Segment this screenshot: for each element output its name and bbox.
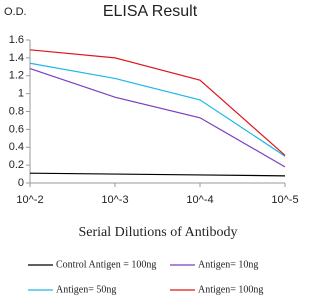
y-tick-label: 0.8 [9,105,24,117]
legend-label: Control Antigen = 100ng [56,259,156,270]
y-tick-label: 0.2 [9,159,24,171]
x-tick-label: 10^-3 [101,194,128,206]
y-tick-label: 0.4 [9,141,24,153]
y-tick-label: 1.2 [9,70,24,82]
chart-title: ELISA Result [103,3,198,20]
y-tick-label: 0 [18,177,24,189]
x-tick-label: 10^-4 [186,194,213,206]
series-line [29,172,286,177]
y-axis-title: O.D. [4,6,27,18]
x-tick-label: 10^-2 [16,194,43,206]
x-tick-label: 10^-5 [271,194,298,206]
series-line [29,49,286,156]
y-tick-label: 1 [18,88,24,100]
series-line [29,62,286,157]
legend-label: Antigen= 50ng [56,284,116,295]
series-line [29,68,286,168]
x-axis-title: Serial Dilutions of Antibody [78,225,237,240]
y-tick-label: 1.4 [9,52,24,64]
y-tick-label: 0.6 [9,123,24,135]
chart: ELISA Result O.D. Serial Dilutions of An… [4,3,299,295]
legend-label: Antigen= 100ng [198,284,263,295]
y-tick-label: 1.6 [9,34,24,46]
legend-label: Antigen= 10ng [198,259,258,270]
